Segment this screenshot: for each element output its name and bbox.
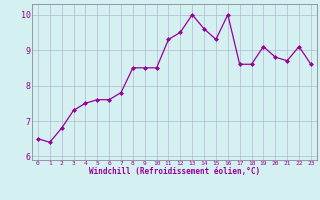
X-axis label: Windchill (Refroidissement éolien,°C): Windchill (Refroidissement éolien,°C) (89, 167, 260, 176)
